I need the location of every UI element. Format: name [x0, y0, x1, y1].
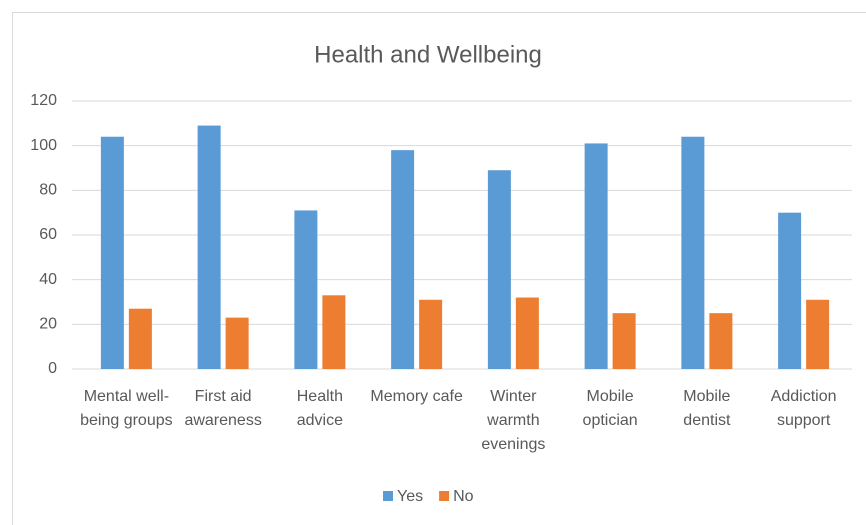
bar — [197, 125, 221, 369]
y-tick-label: 0 — [48, 360, 57, 377]
bar — [515, 297, 539, 369]
x-tick-label: Addiction support — [770, 388, 837, 429]
y-tick-label: 120 — [30, 92, 57, 109]
legend-label: No — [453, 488, 474, 505]
bar — [584, 143, 608, 369]
legend-swatch — [439, 491, 450, 501]
bar — [806, 299, 830, 369]
bar — [322, 295, 346, 369]
x-tick-label: Health advice — [296, 388, 343, 429]
x-tick-label: Mobile dentist — [683, 388, 731, 429]
bar — [391, 150, 415, 369]
legend-label: Yes — [397, 488, 423, 505]
bar — [100, 136, 124, 369]
bar — [225, 317, 249, 369]
bar — [294, 210, 318, 369]
bar — [128, 308, 152, 369]
y-tick-label: 40 — [39, 271, 57, 288]
x-tick-label: Mobile optician — [582, 388, 638, 429]
bar — [612, 313, 636, 369]
bar — [419, 299, 443, 369]
y-tick-label: 20 — [39, 316, 57, 333]
y-tick-label: 100 — [30, 137, 57, 154]
y-tick-label: 60 — [39, 226, 57, 243]
bar — [681, 136, 705, 369]
x-tick-label: Mental well-being groups — [80, 388, 173, 429]
legend-swatch — [383, 491, 393, 501]
chart-title: Health and Wellbeing — [314, 41, 542, 68]
bar — [778, 212, 802, 369]
chart-border — [12, 12, 866, 525]
x-tick-label: First aid awareness — [184, 388, 262, 429]
x-tick-label: Winter warmth evenings — [481, 388, 546, 453]
bar — [709, 313, 733, 369]
bar — [487, 170, 511, 369]
x-tick-label: Memory cafe — [370, 388, 463, 405]
y-tick-label: 80 — [39, 182, 57, 199]
